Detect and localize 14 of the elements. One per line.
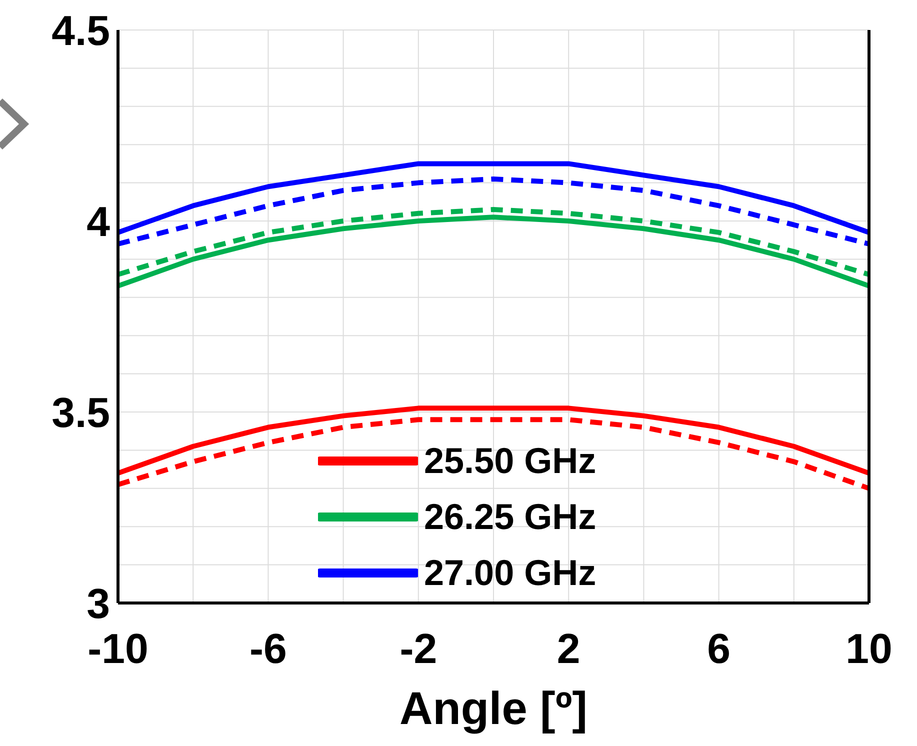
y-tick-label: 3.5 xyxy=(52,388,110,436)
y-tick-label: 3 xyxy=(86,580,110,627)
legend-label: 25.50 GHz xyxy=(424,440,596,482)
x-axis-title: Angle [º] xyxy=(400,682,588,734)
y-tick-label: 4 xyxy=(86,198,111,245)
x-tick-label: 10 xyxy=(846,624,892,672)
legend-label: 27.00 GHz xyxy=(424,552,596,594)
x-tick-label: 6 xyxy=(707,624,730,672)
legend-label: 26.25 GHz xyxy=(424,496,596,538)
x-tick-label: -2 xyxy=(400,624,438,672)
y-tick-label: 4.5 xyxy=(52,6,110,54)
x-tick-label: -10 xyxy=(88,624,148,672)
x-tick-label: 2 xyxy=(556,624,580,672)
x-tick-label: -6 xyxy=(250,624,287,672)
